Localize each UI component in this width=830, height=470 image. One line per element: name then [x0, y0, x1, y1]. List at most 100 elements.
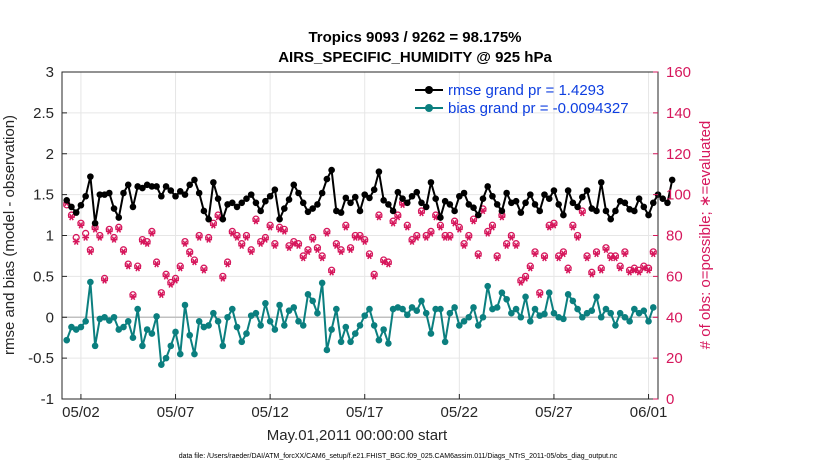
- evaluated-obs-stroke: [220, 275, 226, 282]
- bias-point: [233, 323, 241, 331]
- rmse-point: [579, 193, 586, 201]
- rmse-point: [645, 211, 652, 219]
- evaluated-obs-stroke: [130, 293, 136, 301]
- bias-point: [87, 278, 94, 286]
- evaluated-obs-stroke: [92, 226, 98, 233]
- evaluated-obs-stroke: [475, 252, 481, 260]
- rmse-point: [106, 189, 113, 197]
- bias-point: [607, 309, 614, 317]
- rmse-point: [191, 176, 198, 184]
- rmse-point: [446, 201, 454, 208]
- rmse-point: [640, 203, 648, 211]
- evaluated-obs-point: [91, 226, 99, 233]
- bias-point: [640, 307, 648, 315]
- rmse-point: [413, 188, 421, 196]
- evaluated-obs-point: [626, 268, 634, 276]
- rmse-point: [526, 191, 534, 198]
- bias-point: [172, 328, 179, 336]
- evaluated-obs-point: [238, 242, 246, 250]
- evaluated-obs-stroke: [69, 213, 74, 221]
- rmse-point: [635, 195, 643, 203]
- bias-point: [285, 307, 293, 315]
- rmse-point: [110, 205, 118, 212]
- evaluated-obs-stroke: [296, 242, 301, 250]
- rmse-point: [158, 192, 165, 200]
- evaluated-obs-point: [545, 223, 553, 231]
- left-axis-ticks: -1 -0.5 0 0.5 1 1.5 2 2.5 3: [28, 64, 67, 408]
- evaluated-obs-point: [261, 236, 269, 243]
- evaluated-obs-point: [332, 242, 340, 250]
- evaluated-obs-stroke: [471, 217, 476, 225]
- evaluated-obs-stroke: [423, 234, 429, 241]
- bias-point: [408, 304, 416, 311]
- rmse-point: [139, 184, 146, 192]
- left-tick-label: 1: [46, 228, 54, 245]
- evaluated-obs-point: [224, 260, 231, 268]
- rmse-point: [314, 201, 321, 208]
- evaluated-obs-point: [630, 266, 638, 274]
- legend: rmse grand pr = 1.4293 bias grand pr = -…: [415, 82, 629, 117]
- bias-point: [124, 318, 132, 325]
- evaluated-obs-stroke: [154, 260, 159, 268]
- bias-point: [271, 326, 279, 333]
- bias-point: [299, 322, 307, 329]
- evaluated-obs-point: [621, 250, 629, 258]
- legend-bias-swatch-marker: [425, 104, 433, 112]
- evaluated-obs-stroke: [196, 234, 202, 241]
- evaluated-obs-point: [403, 223, 411, 231]
- rmse-point: [489, 192, 496, 200]
- bias-point: [351, 330, 359, 337]
- evaluated-obs-point: [153, 260, 161, 268]
- evaluated-obs-stroke: [201, 266, 207, 274]
- evaluated-obs-stroke: [627, 268, 632, 276]
- evaluated-obs-stroke: [192, 258, 197, 266]
- bias-point: [252, 309, 260, 317]
- rmse-point: [460, 189, 468, 197]
- evaluated-obs-point: [342, 223, 350, 231]
- evaluated-obs-stroke: [537, 291, 543, 299]
- evaluated-obs-point: [129, 293, 137, 301]
- bias-point: [337, 338, 345, 346]
- evaluated-obs-point: [139, 238, 146, 245]
- x-tick-label: 05/12: [251, 404, 289, 421]
- bias-point: [517, 313, 525, 321]
- bias-point: [101, 313, 108, 321]
- evaluated-obs-stroke: [333, 242, 339, 250]
- bias-point: [375, 336, 383, 344]
- evaluated-obs-stroke: [650, 250, 656, 258]
- bias-point: [295, 318, 302, 325]
- evaluated-obs-point: [120, 248, 127, 256]
- rmse-point: [337, 209, 345, 216]
- rmse-point: [162, 183, 170, 190]
- rmse-point: [389, 207, 397, 215]
- rmse-point: [470, 204, 477, 212]
- evaluated-obs-point: [512, 242, 520, 250]
- rmse-point: [451, 207, 458, 215]
- bias-point: [560, 315, 567, 323]
- evaluated-obs-stroke: [400, 201, 405, 209]
- rmse-point: [659, 195, 667, 203]
- rmse-point: [304, 208, 312, 216]
- y-axis-label-left: rmse and bias (model - observation): [1, 115, 18, 355]
- evaluated-obs-point: [309, 236, 317, 243]
- evaluated-obs-stroke: [565, 266, 571, 274]
- rmse-point: [418, 199, 425, 207]
- evaluated-obs-point: [526, 264, 534, 272]
- bias-point: [588, 307, 596, 315]
- evaluated-obs-point: [370, 273, 378, 280]
- evaluated-obs-point: [172, 277, 179, 284]
- evaluated-obs-point: [564, 266, 572, 274]
- rmse-point: [148, 183, 156, 190]
- evaluated-obs-point: [162, 273, 170, 280]
- evaluated-obs-stroke: [395, 213, 401, 221]
- evaluated-obs-point: [257, 240, 265, 248]
- bias-point: [498, 289, 506, 297]
- evaluated-obs-point: [531, 250, 539, 258]
- evaluated-obs-stroke: [598, 266, 604, 274]
- bias-point: [176, 350, 184, 358]
- evaluated-obs-stroke: [286, 244, 292, 252]
- bias-series-points: [63, 278, 657, 368]
- evaluated-obs-stroke: [253, 217, 259, 225]
- evaluated-obs-stroke: [263, 236, 268, 243]
- evaluated-obs-point: [574, 234, 581, 241]
